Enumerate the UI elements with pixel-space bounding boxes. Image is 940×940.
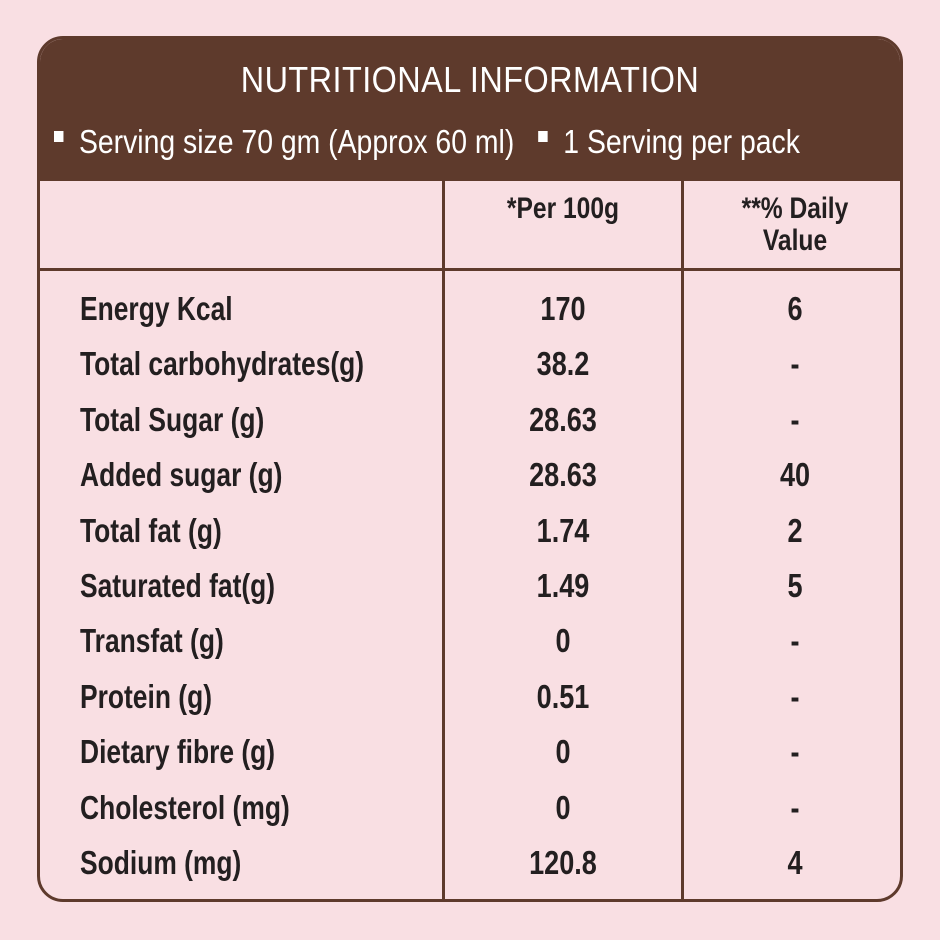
daily-value: 4 bbox=[787, 843, 803, 881]
nutrient-label: Cholesterol (mg) bbox=[80, 788, 290, 826]
daily-value: - bbox=[790, 622, 800, 660]
daily-value: - bbox=[790, 788, 800, 826]
nutrient-label: Saturated fat(g) bbox=[80, 566, 276, 604]
square-bullet-icon bbox=[538, 130, 548, 142]
nutrient-label: Added sugar (g) bbox=[80, 456, 283, 494]
per-100g-value: 120.8 bbox=[529, 843, 597, 881]
nutrient-label: Dietary fibre (g) bbox=[80, 733, 276, 771]
nutrient-label: Transfat (g) bbox=[80, 622, 224, 660]
daily-value: - bbox=[790, 677, 800, 715]
nutrient-label: Energy Kcal bbox=[80, 290, 233, 327]
daily-value: - bbox=[790, 345, 800, 383]
per-100g-value: 1.74 bbox=[536, 511, 590, 549]
daily-value: - bbox=[790, 733, 800, 771]
nutrient-label: Total fat (g) bbox=[80, 511, 222, 549]
daily-value: 40 bbox=[779, 456, 811, 494]
serving-info: Serving size 70 gm (Approx 60 ml) 1 Servi… bbox=[54, 123, 800, 161]
square-bullet-icon bbox=[54, 130, 64, 142]
header-row-divider bbox=[40, 268, 900, 271]
column-divider bbox=[442, 181, 445, 899]
column-header-per-100g: *Per 100g bbox=[506, 192, 620, 225]
servings-per-pack: 1 Serving per pack bbox=[563, 123, 800, 160]
serving-size: Serving size 70 gm (Approx 60 ml) bbox=[78, 123, 515, 160]
table-row: Energy Kcal 170 6 bbox=[40, 285, 900, 340]
table-row: Total Sugar (g) 28.63 - bbox=[40, 396, 900, 451]
table-row: Dietary fibre (g) 0 - bbox=[40, 728, 900, 783]
daily-value: 5 bbox=[787, 566, 803, 604]
per-100g-value: 1.49 bbox=[536, 566, 590, 604]
nutrient-label: Sodium (mg) bbox=[80, 843, 242, 881]
daily-value: 2 bbox=[787, 511, 803, 549]
panel-title: NUTRITIONAL INFORMATION bbox=[240, 59, 700, 100]
table-row: Protein (g) 0.51 - bbox=[40, 673, 900, 728]
daily-value: 6 bbox=[787, 290, 803, 327]
table-row: Saturated fat(g) 1.49 5 bbox=[40, 562, 900, 617]
nutrient-label: Total carbohydrates(g) bbox=[80, 345, 365, 383]
panel-header: NUTRITIONAL INFORMATION Serving size 70 … bbox=[40, 39, 900, 181]
per-100g-value: 28.63 bbox=[529, 456, 597, 494]
table-row: Added sugar (g) 28.63 40 bbox=[40, 451, 900, 506]
per-100g-value: 38.2 bbox=[536, 345, 590, 383]
per-100g-value: 0.51 bbox=[536, 677, 590, 715]
table-row: Cholesterol (mg) 0 - bbox=[40, 784, 900, 839]
table-row: Transfat (g) 0 - bbox=[40, 617, 900, 672]
per-100g-value: 170 bbox=[540, 290, 586, 327]
table-row: Total fat (g) 1.74 2 bbox=[40, 507, 900, 562]
table-row: Sodium (mg) 120.8 4 bbox=[40, 839, 900, 894]
per-100g-value: 28.63 bbox=[529, 400, 597, 438]
per-100g-value: 0 bbox=[555, 788, 571, 826]
daily-value: - bbox=[790, 400, 800, 438]
column-divider bbox=[681, 181, 684, 899]
per-100g-value: 0 bbox=[555, 733, 571, 771]
nutrient-label: Protein (g) bbox=[80, 677, 212, 715]
per-100g-value: 0 bbox=[555, 622, 571, 660]
table-row: Total carbohydrates(g) 38.2 - bbox=[40, 340, 900, 395]
column-header-daily-value: **% Daily Value bbox=[741, 192, 849, 257]
nutrition-rows: Energy Kcal 170 6 Total carbohydrates(g)… bbox=[40, 285, 900, 894]
nutrition-panel: NUTRITIONAL INFORMATION Serving size 70 … bbox=[37, 36, 903, 902]
nutrient-label: Total Sugar (g) bbox=[80, 400, 265, 438]
